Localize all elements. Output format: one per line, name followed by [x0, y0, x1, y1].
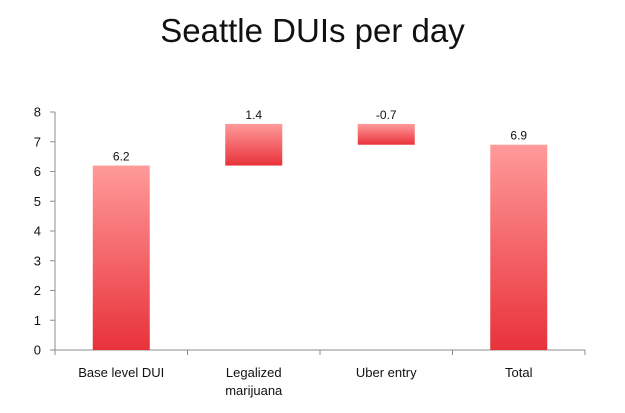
- labels-group: 6.2 Base level DUI 1.4 Legalized marijuana -0…: [78, 108, 532, 398]
- y-tick-label: 5: [34, 194, 41, 209]
- bar: [357, 123, 415, 145]
- y-tick-label: 6: [34, 164, 41, 179]
- bars-group: [92, 123, 548, 350]
- bar: [225, 123, 283, 166]
- y-tick-label: 7: [34, 134, 41, 149]
- y-tick-label: 4: [34, 224, 41, 239]
- data-label: 1.4: [245, 108, 262, 122]
- category-label: Base level DUI: [78, 365, 164, 380]
- data-label: -0.7: [376, 108, 397, 122]
- y-tick-label: 8: [34, 105, 41, 120]
- y-tick-label: 2: [34, 283, 41, 298]
- category-label: Uber entry: [356, 365, 417, 380]
- category-label: Total: [505, 365, 533, 380]
- data-label: 6.9: [510, 129, 527, 143]
- bar: [92, 165, 150, 350]
- category-label: Legalized: [226, 365, 282, 380]
- category-label: marijuana: [225, 383, 283, 398]
- data-label: 6.2: [113, 150, 130, 164]
- chart-title: Seattle DUIs per day: [160, 12, 465, 49]
- y-tick-label: 1: [34, 313, 41, 328]
- y-tick-label: 3: [34, 253, 41, 268]
- bar: [490, 144, 548, 350]
- y-tick-label: 0: [34, 343, 41, 358]
